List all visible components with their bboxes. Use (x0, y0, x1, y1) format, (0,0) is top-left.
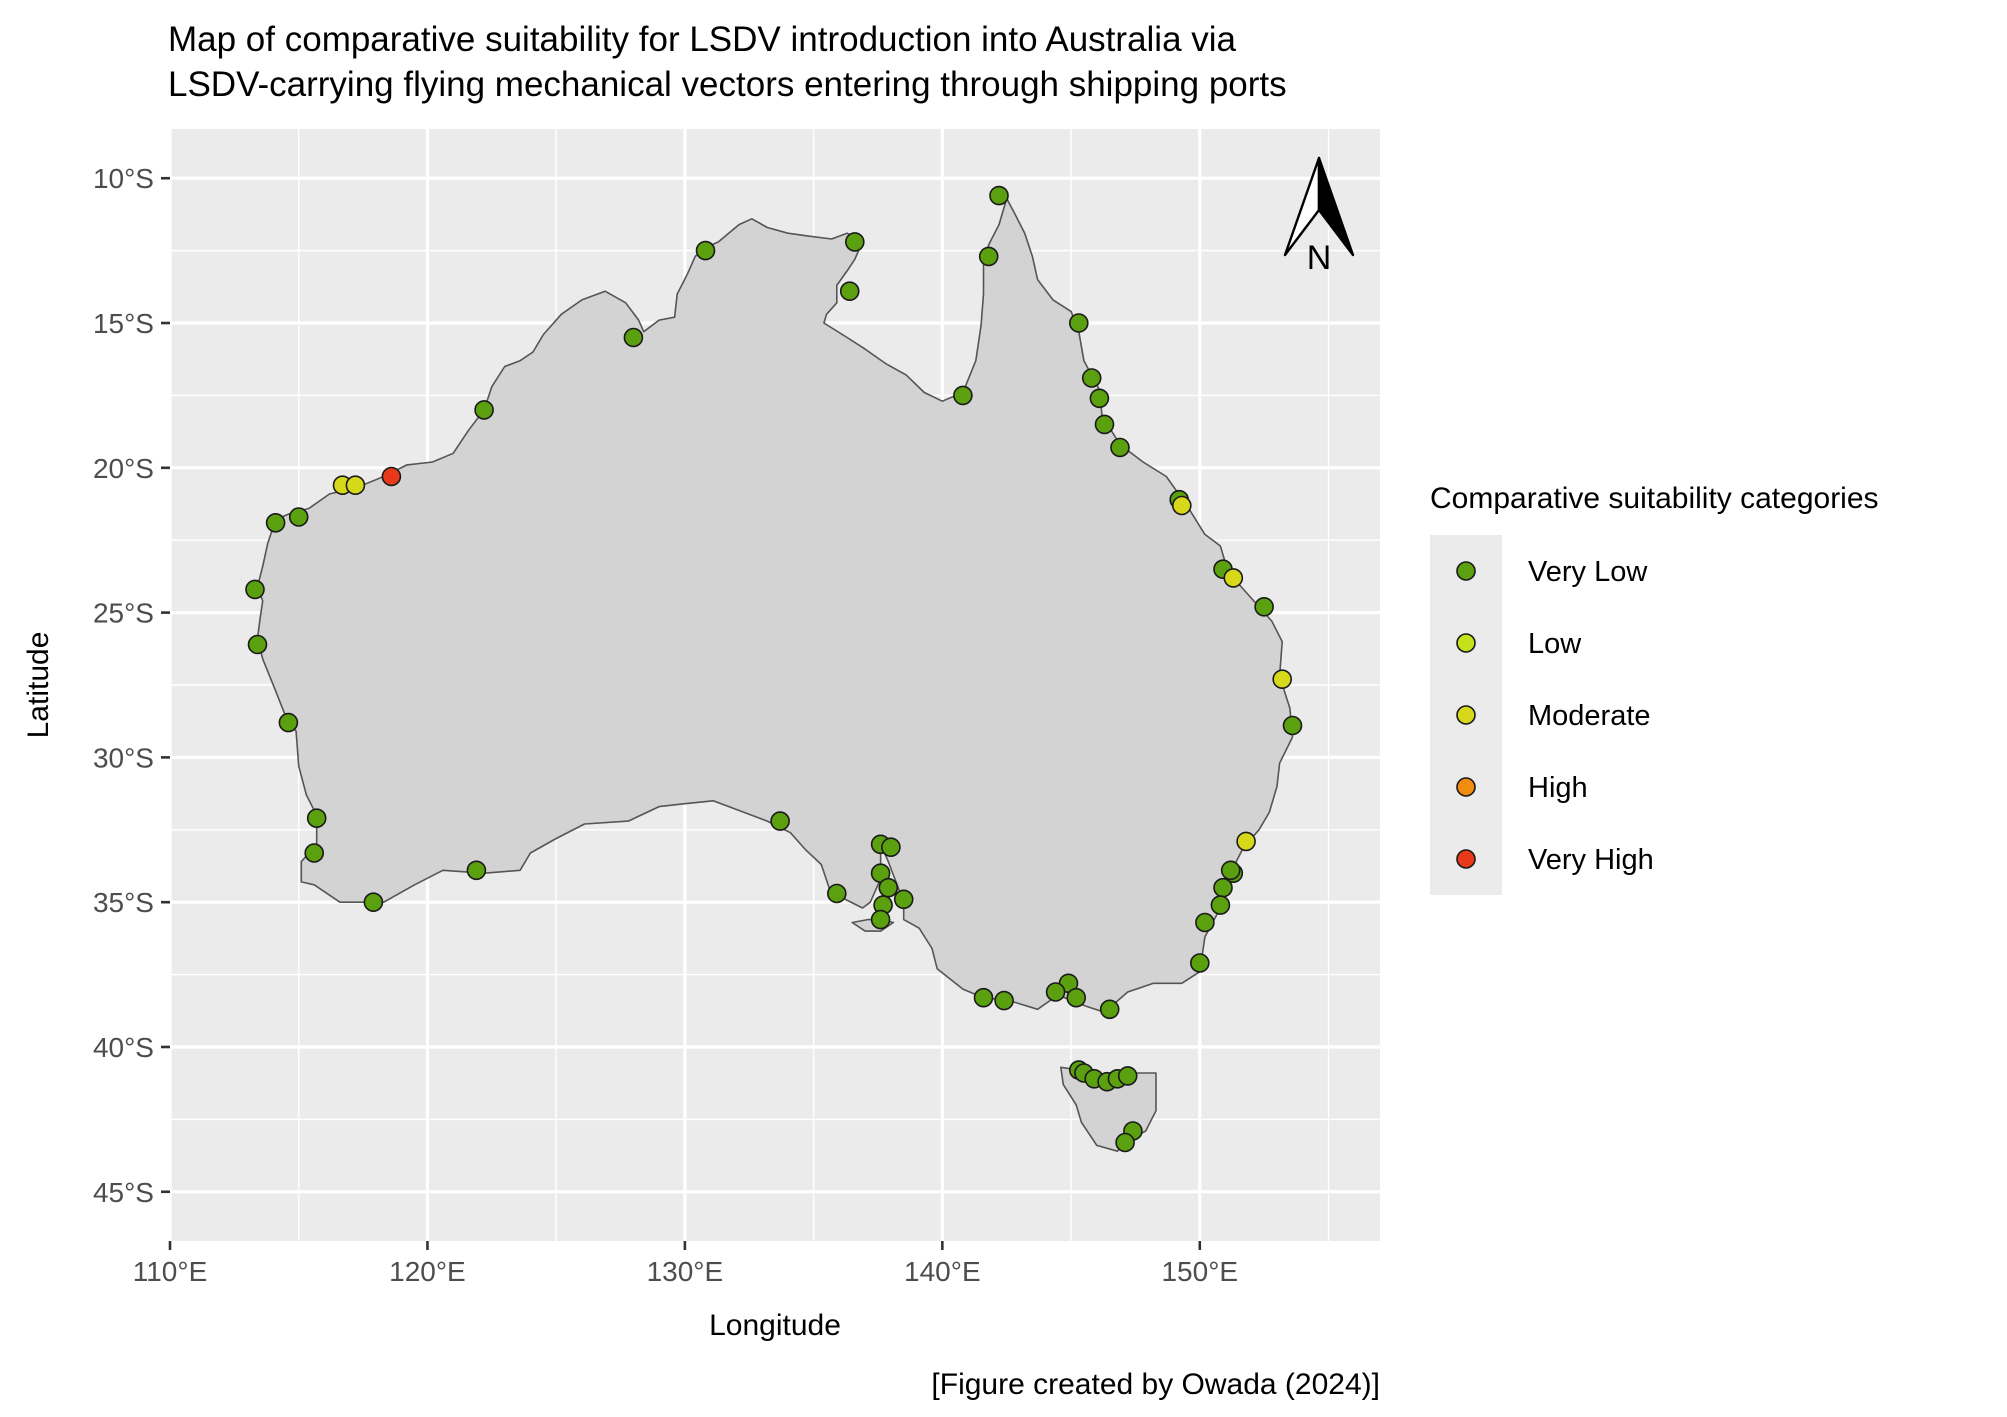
port-point (466, 860, 487, 881)
port-point (839, 281, 860, 302)
port-point (878, 877, 899, 898)
y-tick-label: 30°S (93, 742, 154, 773)
x-axis-title: Longitude (709, 1309, 841, 1342)
y-tick-label: 40°S (93, 1032, 154, 1063)
y-tick-label: 25°S (93, 598, 154, 629)
port-point (1272, 669, 1292, 690)
port-point (1210, 895, 1231, 915)
y-axis: 10°S 15°S 20°S 25°S 30°S 35°S 40°S 45°S (93, 163, 170, 1208)
port-point (881, 837, 901, 858)
x-tick-label: 110°E (133, 1256, 208, 1287)
north-arrow-label: N (1307, 239, 1332, 277)
port-point (1195, 912, 1215, 933)
port-point (770, 811, 790, 831)
port-point (953, 385, 973, 406)
port-point (1066, 987, 1086, 1008)
port-point (844, 232, 865, 252)
y-tick-label: 35°S (93, 887, 154, 918)
legend-title: Comparative suitability categories (1430, 482, 1879, 515)
x-tick-label: 130°E (647, 1256, 724, 1287)
legend-key-low (1456, 633, 1476, 653)
figure-caption: [Figure created by Owada (2024)] (931, 1368, 1380, 1401)
port-point (1081, 368, 1102, 388)
x-tick-label: 120°E (389, 1256, 466, 1287)
legend-label: High (1528, 772, 1588, 804)
port-point (288, 507, 309, 527)
x-tick-label: 150°E (1161, 1256, 1238, 1287)
port-point (381, 466, 402, 487)
port-point (265, 512, 286, 533)
port-point (994, 990, 1014, 1011)
legend: Comparative suitability categories Very … (1430, 482, 1879, 895)
north-arrow-icon: N (1283, 156, 1355, 277)
legend-label: Very High (1528, 844, 1654, 876)
map-title-line-1: Map of comparative suitability for LSDV … (168, 20, 1237, 59)
port-point (1045, 982, 1066, 1002)
port-point (989, 185, 1009, 206)
port-point (1172, 495, 1192, 516)
port-point (1220, 860, 1241, 881)
x-tick-label: 140°E (904, 1256, 981, 1287)
port-point (1213, 877, 1233, 898)
port-point (245, 579, 265, 600)
port-point (363, 892, 384, 913)
legend-label: Low (1528, 628, 1582, 660)
port-point (870, 909, 891, 930)
port-point (623, 327, 644, 348)
x-axis: 110°E 120°E 130°E 140°E 150°E (133, 1241, 1238, 1287)
port-point (1069, 313, 1089, 333)
port-point (826, 883, 847, 904)
port-point (1254, 596, 1274, 617)
port-point (893, 889, 914, 910)
port-point (345, 475, 366, 496)
ports-layer (245, 185, 1303, 1153)
map-title-line-2: LSDV-carrying flying mechanical vectors … (168, 65, 1287, 104)
australia-mainland (256, 197, 1294, 1013)
port-point (978, 246, 999, 267)
port-point (1223, 568, 1244, 588)
port-point (1115, 1132, 1135, 1153)
legend-key-moderate (1456, 705, 1476, 725)
port-point (695, 240, 716, 261)
legend-key-very-high (1456, 849, 1476, 869)
port-point (1089, 388, 1110, 409)
y-tick-label: 20°S (93, 453, 154, 484)
y-tick-label: 15°S (93, 308, 154, 339)
port-point (1099, 999, 1120, 1020)
y-tick-label: 10°S (93, 163, 154, 194)
port-point (1094, 414, 1115, 435)
port-point (1282, 715, 1303, 736)
y-axis-title: Latitude (22, 632, 55, 739)
legend-label: Moderate (1528, 700, 1651, 732)
legend-key-very-low (1456, 561, 1476, 581)
port-point (278, 712, 299, 733)
port-point (306, 808, 327, 829)
port-point (247, 634, 268, 655)
port-point (973, 987, 994, 1008)
port-point (304, 843, 325, 863)
port-point (474, 400, 494, 420)
port-point (1190, 953, 1210, 973)
port-point (1110, 437, 1130, 458)
port-point (1117, 1066, 1138, 1086)
legend-label: Very Low (1528, 556, 1648, 588)
y-tick-label: 45°S (93, 1177, 154, 1208)
legend-key-high (1456, 777, 1476, 797)
port-point (1236, 831, 1256, 852)
